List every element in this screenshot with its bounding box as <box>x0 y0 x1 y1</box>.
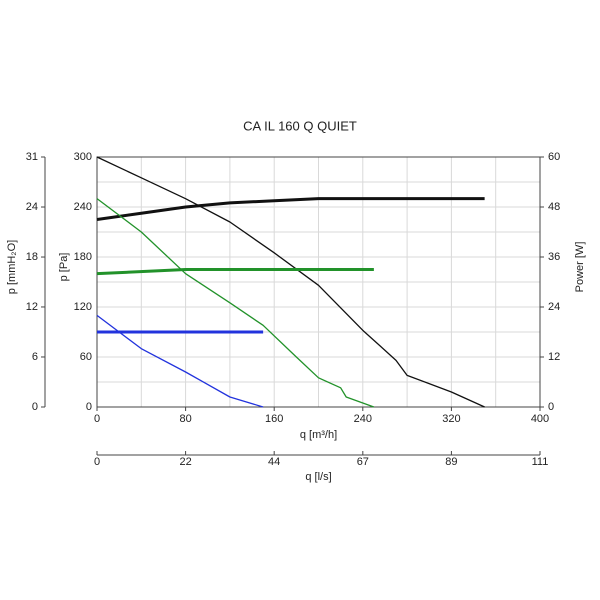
y3-tick-label: 31 <box>26 151 38 163</box>
y-tick-label: 120 <box>74 301 92 313</box>
data-line <box>96 197 485 221</box>
x2-tick-label: 67 <box>357 456 369 468</box>
y2-tick-label: 0 <box>548 401 554 413</box>
y3-tick-label: 24 <box>26 201 38 213</box>
y2-tick-label: 48 <box>548 201 560 213</box>
y-tick-label: 300 <box>74 151 92 163</box>
x-tick-label: 160 <box>265 413 283 425</box>
chart-title: CA IL 160 Q QUIET <box>243 118 357 133</box>
y3-tick-label: 18 <box>26 251 38 263</box>
data-line <box>96 156 485 408</box>
y3-axis-label: p [mmH₂O] <box>6 240 18 294</box>
x2-axis-label: q [l/s] <box>305 471 331 483</box>
y2-tick-label: 60 <box>548 151 560 163</box>
y-tick-label: 180 <box>74 251 92 263</box>
y2-tick-label: 12 <box>548 351 560 363</box>
y3-tick-label: 12 <box>26 301 38 313</box>
data-line <box>96 314 264 408</box>
x-axis-label: q [m³/h] <box>300 429 337 441</box>
data-line <box>96 198 375 408</box>
x-tick-label: 400 <box>531 413 549 425</box>
y3-tick-label: 6 <box>32 351 38 363</box>
x2-tick-label: 22 <box>179 456 191 468</box>
y2-tick-label: 24 <box>548 301 560 313</box>
x2-tick-label: 0 <box>94 456 100 468</box>
y2-tick-label: 36 <box>548 251 560 263</box>
data-line <box>96 268 374 276</box>
y-tick-label: 60 <box>80 351 92 363</box>
y-tick-label: 0 <box>86 401 92 413</box>
plot-frame <box>96 156 541 408</box>
x-tick-label: 240 <box>354 413 372 425</box>
y-tick-label: 240 <box>74 201 92 213</box>
y-axis-label: p [Pa] <box>58 253 70 282</box>
x-tick-label: 320 <box>442 413 460 425</box>
y3-tick-label: 0 <box>32 401 38 413</box>
x2-tick-label: 111 <box>532 456 549 468</box>
x-tick-label: 0 <box>94 413 100 425</box>
y2-axis-label: Power [W] <box>574 242 586 293</box>
x-tick-label: 80 <box>179 413 191 425</box>
x2-tick-label: 44 <box>268 456 280 468</box>
x2-tick-label: 89 <box>445 456 457 468</box>
